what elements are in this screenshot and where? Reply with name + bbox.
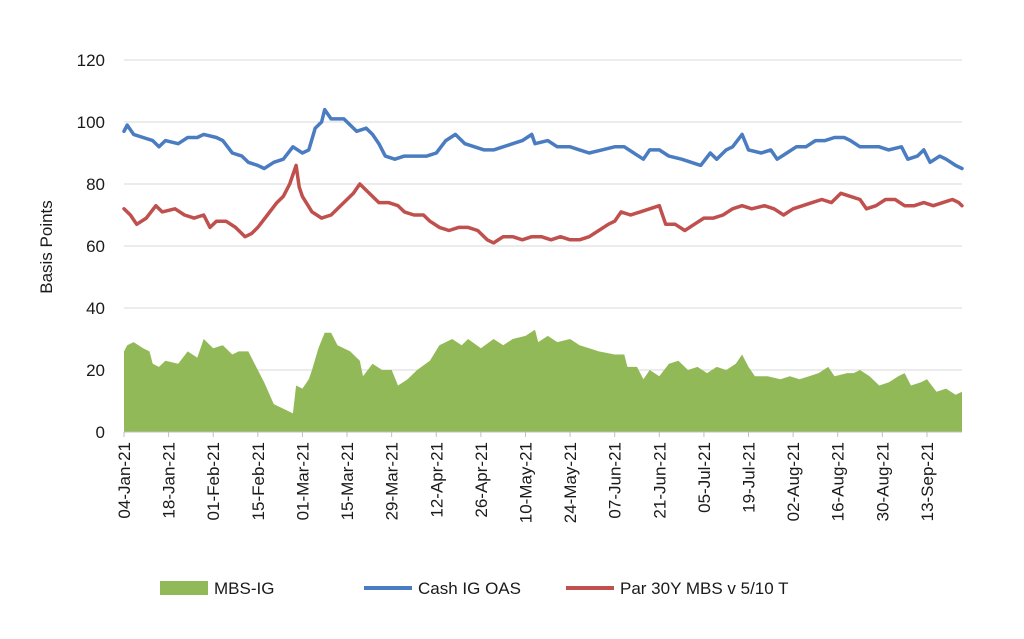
area-layer <box>124 329 962 432</box>
x-tick-marks <box>123 432 928 437</box>
legend-item: MBS-IG <box>160 579 274 598</box>
legend-item: Par 30Y MBS v 5/10 T <box>566 579 789 598</box>
gridlines <box>124 59 962 371</box>
x-tick-labels: 04-Jan-21 18-Jan-21 01-Feb-21 15-Feb-21 01-M… <box>115 442 937 523</box>
legend-label: MBS-IG <box>214 579 274 598</box>
y-tick-label: 100 <box>77 113 105 132</box>
x-tick-label: 15-Mar-21 <box>338 442 357 520</box>
x-tick-label: 10-May-21 <box>517 442 536 523</box>
x-tick-label: 12-Apr-21 <box>427 442 446 518</box>
series-line-cash-ig-oas <box>122 107 964 171</box>
x-tick-label: 04-Jan-21 <box>115 442 134 519</box>
x-tick-label: 21-Jun-21 <box>650 442 669 519</box>
x-tick-label: 16-Aug-21 <box>829 442 848 521</box>
legend-swatch <box>160 581 208 595</box>
series-area-mbs-ig <box>124 329 962 432</box>
x-tick-label: 01-Feb-21 <box>204 442 223 520</box>
x-tick-label: 18-Jan-21 <box>160 442 179 519</box>
y-tick-label: 60 <box>86 237 105 256</box>
line-layer <box>122 107 964 245</box>
legend-item: Cash IG OAS <box>364 579 521 598</box>
x-tick-label: 05-Jul-21 <box>695 442 714 513</box>
x-tick-label: 19-Jul-21 <box>740 442 759 513</box>
x-tick-label: 13-Sep-21 <box>918 442 937 521</box>
x-tick-label: 02-Aug-21 <box>784 442 803 521</box>
x-tick-label: 01-Mar-21 <box>293 442 312 520</box>
x-tick-label: 24-May-21 <box>561 442 580 523</box>
y-tick-label: 80 <box>86 175 105 194</box>
x-tick-label: 15-Feb-21 <box>249 442 268 520</box>
x-tick-label: 26-Apr-21 <box>472 442 491 518</box>
y-tick-labels: 0 20 40 60 80 100 120 <box>77 51 105 442</box>
x-tick-label: 07-Jun-21 <box>606 442 625 519</box>
y-tick-label: 120 <box>77 51 105 70</box>
y-tick-label: 40 <box>86 299 105 318</box>
y-axis-label: Basis Points <box>37 200 56 294</box>
legend-label: Par 30Y MBS v 5/10 T <box>620 579 789 598</box>
y-tick-label: 0 <box>96 423 105 442</box>
series-line-par-30y-mbs-v-5-10-t <box>122 163 964 245</box>
legend-label: Cash IG OAS <box>418 579 521 598</box>
y-tick-label: 20 <box>86 361 105 380</box>
x-tick-label: 30-Aug-21 <box>873 442 892 521</box>
x-tick-label: 29-Mar-21 <box>383 442 402 520</box>
legend: MBS-IG Cash IG OAS Par 30Y MBS v 5/10 T <box>160 579 789 598</box>
